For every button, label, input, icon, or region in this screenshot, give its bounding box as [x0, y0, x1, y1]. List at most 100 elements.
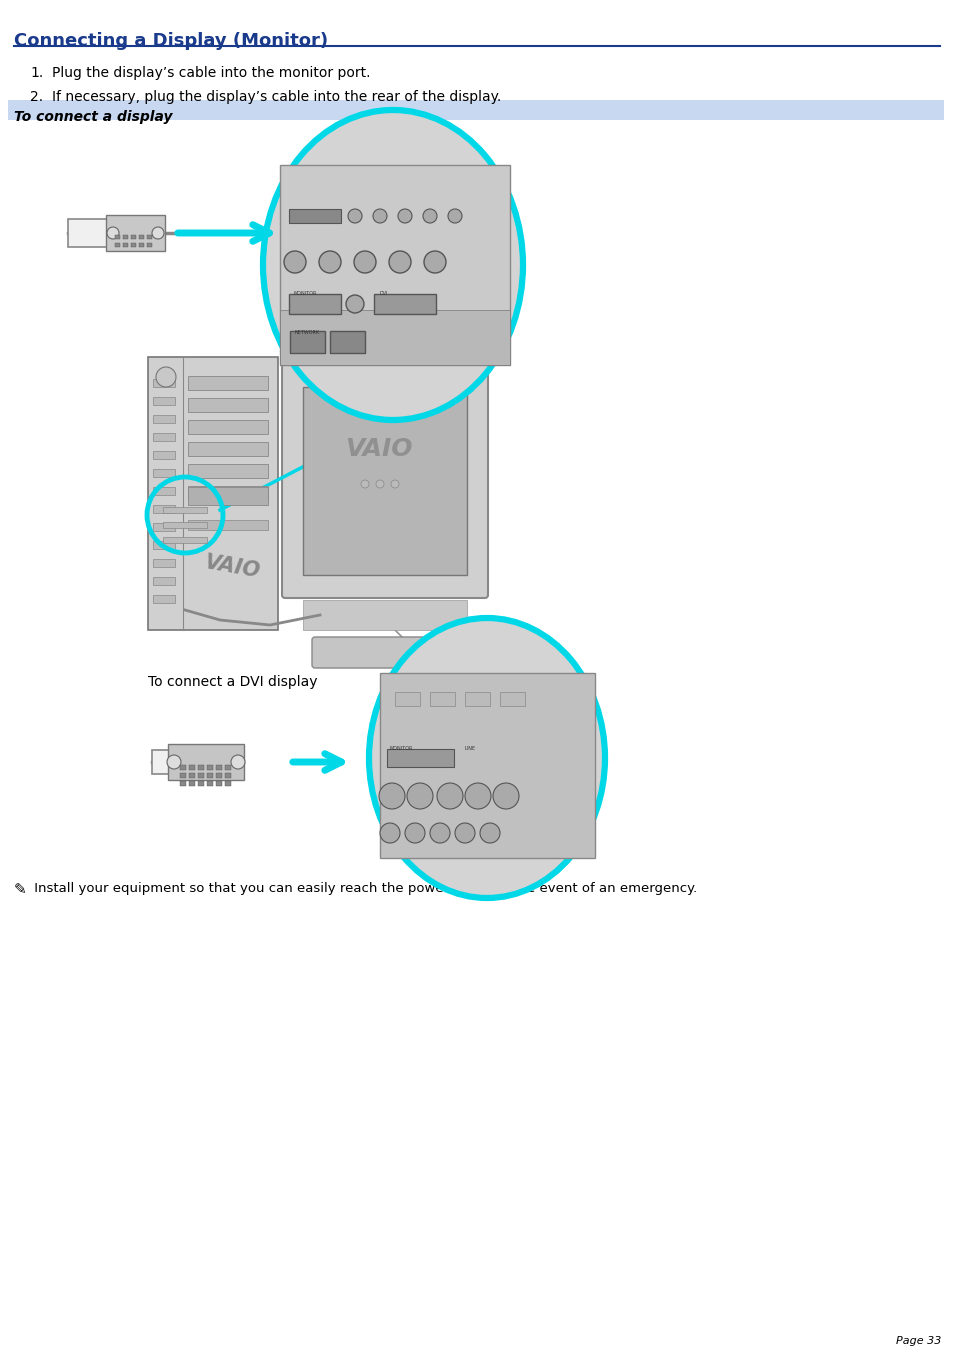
Text: NETWORK: NETWORK	[294, 330, 320, 335]
Text: If necessary, plug the display’s cable into the rear of the display.: If necessary, plug the display’s cable i…	[52, 91, 500, 104]
FancyBboxPatch shape	[152, 577, 174, 585]
Text: 1.: 1.	[30, 66, 43, 80]
FancyBboxPatch shape	[290, 331, 325, 353]
Text: MONITOR: MONITOR	[390, 746, 413, 751]
Circle shape	[354, 251, 375, 273]
FancyBboxPatch shape	[303, 386, 467, 576]
FancyBboxPatch shape	[163, 536, 207, 543]
Circle shape	[379, 823, 399, 843]
Ellipse shape	[263, 109, 522, 420]
Text: LINE: LINE	[464, 746, 476, 751]
FancyBboxPatch shape	[189, 773, 194, 778]
FancyBboxPatch shape	[131, 235, 136, 239]
Circle shape	[348, 209, 361, 223]
FancyBboxPatch shape	[189, 765, 194, 770]
FancyBboxPatch shape	[330, 331, 365, 353]
Circle shape	[493, 784, 518, 809]
FancyBboxPatch shape	[163, 507, 207, 513]
FancyBboxPatch shape	[280, 309, 510, 365]
FancyBboxPatch shape	[152, 397, 174, 405]
FancyBboxPatch shape	[215, 773, 222, 778]
Circle shape	[397, 209, 412, 223]
Circle shape	[346, 295, 364, 313]
Text: 2.: 2.	[30, 91, 43, 104]
FancyBboxPatch shape	[188, 486, 268, 505]
Circle shape	[391, 480, 398, 488]
Circle shape	[318, 251, 340, 273]
FancyBboxPatch shape	[499, 692, 524, 707]
FancyBboxPatch shape	[188, 486, 268, 500]
FancyBboxPatch shape	[152, 415, 174, 423]
FancyBboxPatch shape	[289, 295, 340, 313]
Circle shape	[152, 227, 164, 239]
Circle shape	[407, 784, 433, 809]
FancyBboxPatch shape	[374, 295, 436, 313]
FancyBboxPatch shape	[152, 505, 174, 513]
FancyBboxPatch shape	[180, 773, 186, 778]
FancyBboxPatch shape	[152, 469, 174, 477]
Circle shape	[455, 823, 475, 843]
FancyBboxPatch shape	[163, 521, 207, 528]
Circle shape	[448, 209, 461, 223]
FancyBboxPatch shape	[312, 638, 457, 667]
FancyBboxPatch shape	[188, 463, 268, 478]
FancyBboxPatch shape	[147, 243, 152, 247]
FancyBboxPatch shape	[387, 748, 454, 767]
FancyBboxPatch shape	[152, 594, 174, 603]
FancyBboxPatch shape	[215, 765, 222, 770]
Circle shape	[373, 209, 387, 223]
Circle shape	[284, 251, 306, 273]
FancyBboxPatch shape	[8, 100, 943, 120]
Text: DVI: DVI	[379, 290, 388, 296]
Circle shape	[231, 755, 245, 769]
Text: Page 33: Page 33	[895, 1336, 941, 1346]
Ellipse shape	[369, 617, 604, 898]
FancyBboxPatch shape	[152, 523, 174, 531]
FancyBboxPatch shape	[106, 215, 165, 251]
Polygon shape	[148, 357, 277, 630]
FancyBboxPatch shape	[152, 540, 174, 549]
FancyBboxPatch shape	[198, 781, 204, 786]
Text: MONITOR: MONITOR	[294, 290, 317, 296]
Circle shape	[360, 480, 369, 488]
Circle shape	[375, 480, 384, 488]
Circle shape	[479, 823, 499, 843]
FancyBboxPatch shape	[188, 420, 268, 434]
FancyBboxPatch shape	[188, 442, 268, 457]
FancyBboxPatch shape	[207, 781, 213, 786]
Circle shape	[436, 784, 462, 809]
FancyBboxPatch shape	[188, 520, 268, 530]
FancyBboxPatch shape	[225, 781, 231, 786]
Circle shape	[423, 251, 446, 273]
Circle shape	[405, 823, 424, 843]
Text: To connect a display: To connect a display	[14, 111, 172, 124]
FancyBboxPatch shape	[303, 600, 467, 630]
Circle shape	[156, 367, 175, 386]
FancyBboxPatch shape	[430, 692, 455, 707]
FancyBboxPatch shape	[152, 380, 174, 386]
FancyBboxPatch shape	[168, 744, 244, 780]
Text: Connecting a Display (Monitor): Connecting a Display (Monitor)	[14, 32, 328, 50]
FancyBboxPatch shape	[152, 750, 177, 774]
Circle shape	[167, 755, 181, 769]
FancyBboxPatch shape	[198, 765, 204, 770]
FancyBboxPatch shape	[282, 349, 488, 598]
FancyBboxPatch shape	[225, 773, 231, 778]
FancyBboxPatch shape	[215, 781, 222, 786]
FancyBboxPatch shape	[189, 781, 194, 786]
FancyBboxPatch shape	[464, 692, 490, 707]
FancyBboxPatch shape	[68, 219, 108, 247]
FancyBboxPatch shape	[152, 559, 174, 567]
FancyBboxPatch shape	[115, 243, 120, 247]
FancyBboxPatch shape	[188, 376, 268, 390]
FancyBboxPatch shape	[115, 235, 120, 239]
Text: ✎: ✎	[14, 882, 27, 897]
FancyBboxPatch shape	[147, 235, 152, 239]
Circle shape	[389, 251, 411, 273]
Circle shape	[378, 784, 405, 809]
FancyBboxPatch shape	[123, 243, 128, 247]
FancyBboxPatch shape	[289, 209, 340, 223]
Circle shape	[464, 784, 491, 809]
FancyBboxPatch shape	[180, 781, 186, 786]
FancyBboxPatch shape	[207, 765, 213, 770]
